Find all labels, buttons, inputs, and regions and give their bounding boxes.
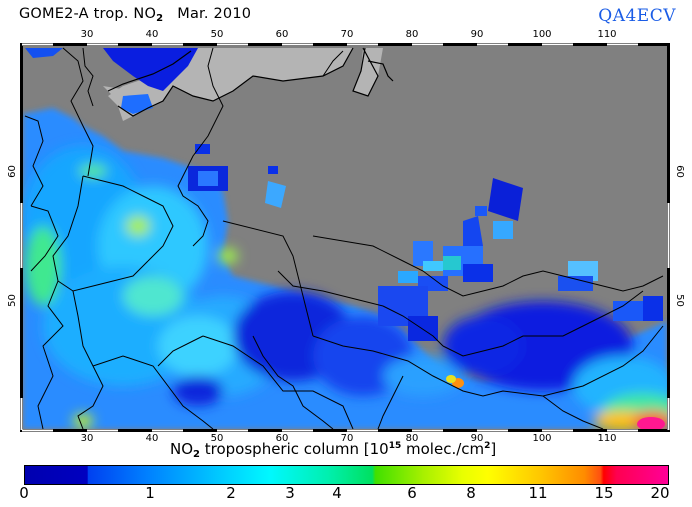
colorbar-tick: 6 xyxy=(407,484,417,502)
title-subscript: 2 xyxy=(156,13,164,24)
lon-tick-top: 60 xyxy=(275,29,289,40)
title-text: GOME2-A trop. NO xyxy=(19,6,157,22)
map-panel[interactable] xyxy=(20,43,670,432)
colorbar-tick: 11 xyxy=(528,484,548,502)
label-subscript: 2 xyxy=(193,449,200,460)
colorbar-label: NO2 tropospheric column [1015 molec./cm2… xyxy=(170,440,496,460)
lon-tick-top: 30 xyxy=(80,29,94,40)
label-superscript: 2 xyxy=(484,441,491,451)
lon-tick-bottom: 60 xyxy=(275,433,289,444)
lon-tick-top: 40 xyxy=(145,29,159,40)
lon-tick-bottom: 80 xyxy=(405,433,419,444)
lon-tick-bottom: 40 xyxy=(145,433,159,444)
colorbar-gradient xyxy=(25,466,668,484)
colorbar-tick: 3 xyxy=(285,484,295,502)
colorbar xyxy=(24,465,669,485)
label-part: NO xyxy=(170,440,194,458)
colorbar-tick: 0 xyxy=(19,484,29,502)
colorbar-tick: 4 xyxy=(332,484,342,502)
lat-tick-left: 60 xyxy=(6,165,18,178)
lon-tick-top: 70 xyxy=(340,29,354,40)
label-part: tropospheric column [10 xyxy=(200,440,389,458)
lat-tick-right: 50 xyxy=(673,294,685,307)
lon-tick-top: 100 xyxy=(532,29,552,40)
lon-tick-top: 90 xyxy=(470,29,484,40)
lon-tick-bottom: 100 xyxy=(532,433,552,444)
label-part: ] xyxy=(490,440,497,458)
colorbar-tick: 1 xyxy=(145,484,155,502)
lat-tick-left: 50 xyxy=(6,294,18,307)
lon-tick-bottom: 90 xyxy=(470,433,484,444)
colorbar-tick: 2 xyxy=(226,484,236,502)
lon-tick-bottom: 50 xyxy=(210,433,224,444)
title-date: Mar. 2010 xyxy=(177,6,252,22)
colorbar-tick: 15 xyxy=(594,484,614,502)
lon-tick-top: 80 xyxy=(405,29,419,40)
colorbar-tick: 8 xyxy=(466,484,476,502)
label-superscript: 15 xyxy=(388,441,402,451)
no2-heatmap xyxy=(23,46,667,429)
lat-tick-right: 60 xyxy=(673,165,685,178)
map-title: GOME2-A trop. NO2 Mar. 2010 xyxy=(19,6,251,24)
label-part: molec./cm xyxy=(401,440,485,458)
lon-tick-bottom: 110 xyxy=(597,433,617,444)
lon-tick-bottom: 70 xyxy=(340,433,354,444)
lon-tick-top: 110 xyxy=(597,29,617,40)
brand-label: QA4ECV xyxy=(598,6,676,26)
colorbar-tick: 20 xyxy=(650,484,670,502)
lon-tick-top: 50 xyxy=(210,29,224,40)
lon-tick-bottom: 30 xyxy=(80,433,94,444)
